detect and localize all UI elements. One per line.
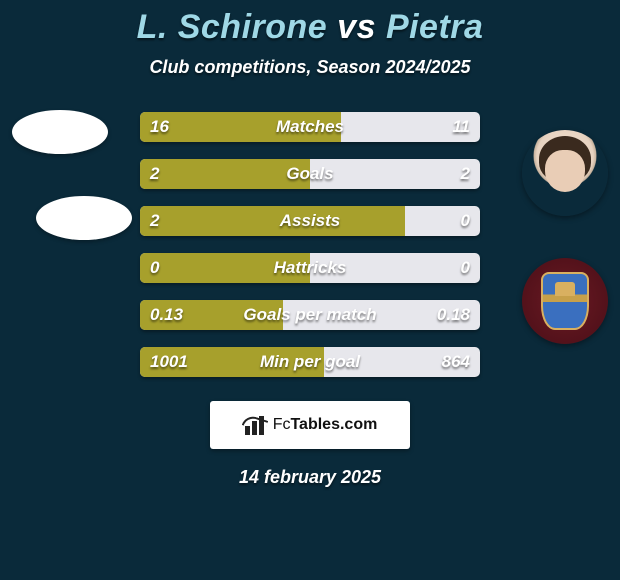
shield-icon [541,272,589,330]
source-logo: FcTables.com [210,401,410,449]
stat-row-matches: 16 Matches 11 [140,112,480,142]
player1-name: L. Schirone [137,8,328,46]
player1-club-badge-icon [36,196,132,240]
bar-fill [140,206,405,236]
stat-row-assists: 2 Assists 0 [140,206,480,236]
stat-label: Goals [286,159,333,189]
stat-label: Goals per match [243,300,376,330]
stat-label: Matches [276,112,344,142]
stat-left-value: 16 [150,112,169,142]
stat-left-value: 1001 [150,347,188,377]
stat-right-value: 0 [461,253,470,283]
player2-name: Pietra [386,8,484,46]
fctables-chart-icon [243,415,267,435]
stat-right-value: 0.18 [437,300,470,330]
stat-left-value: 0.13 [150,300,183,330]
stat-left-value: 2 [150,206,159,236]
logo-prefix: Fc [273,416,291,433]
stat-right-value: 0 [461,206,470,236]
player2-club-badge-icon [522,258,608,344]
player2-avatar-icon [522,130,608,216]
stat-right-value: 11 [452,112,470,142]
vs-label: vs [337,8,376,46]
bar-fill [140,159,310,189]
stat-label: Hattricks [274,253,347,283]
stat-row-goals-per-match: 0.13 Goals per match 0.18 [140,300,480,330]
page-title: L. Schirone vs Pietra [0,8,620,47]
stat-left-value: 0 [150,253,159,283]
stat-right-value: 2 [461,159,470,189]
stat-left-value: 2 [150,159,159,189]
snapshot-date: 14 february 2025 [0,467,620,488]
stat-row-goals: 2 Goals 2 [140,159,480,189]
stat-label: Min per goal [260,347,360,377]
logo-main: Tables.com [290,416,377,433]
stat-row-min-per-goal: 1001 Min per goal 864 [140,347,480,377]
right-avatars-column [522,130,608,344]
subtitle: Club competitions, Season 2024/2025 [0,57,620,78]
player1-avatar-icon [12,110,108,154]
stat-row-hattricks: 0 Hattricks 0 [140,253,480,283]
stat-right-value: 864 [442,347,470,377]
source-logo-text: FcTables.com [273,416,378,434]
stats-bar-chart: 16 Matches 11 2 Goals 2 2 Assists 0 0 Ha… [140,112,480,377]
left-avatars-column [12,110,132,240]
stat-label: Assists [280,206,340,236]
comparison-card: L. Schirone vs Pietra Club competitions,… [0,0,620,580]
